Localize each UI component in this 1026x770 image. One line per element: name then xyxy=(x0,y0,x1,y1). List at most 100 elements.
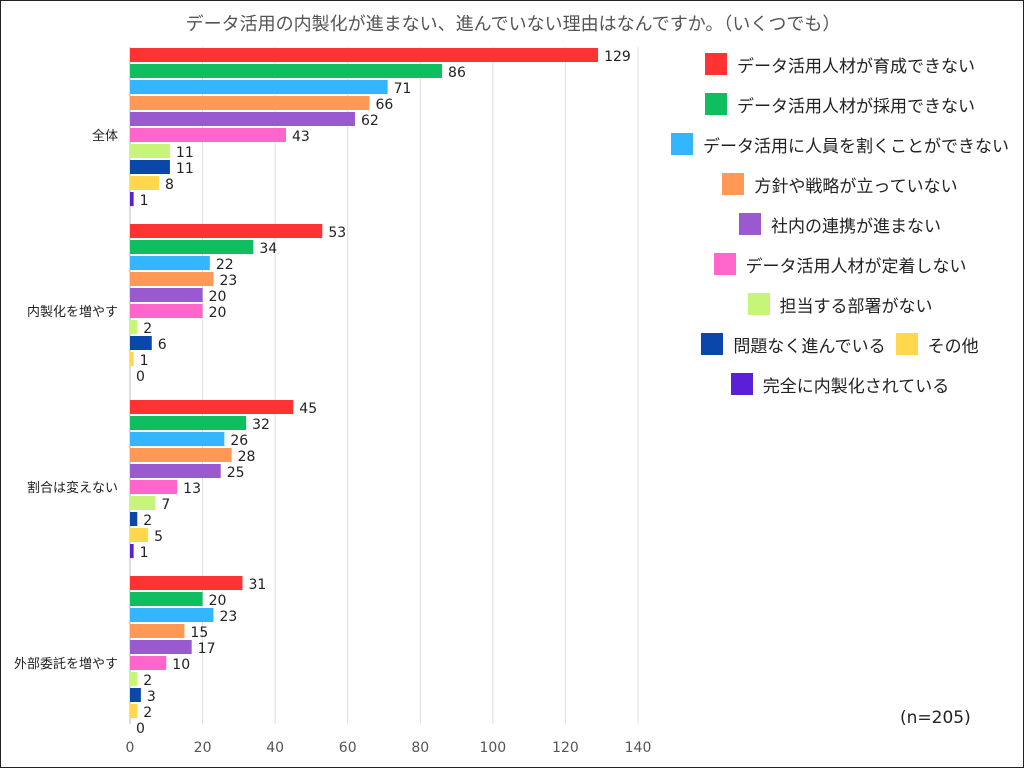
data-label: 31 xyxy=(248,577,266,593)
legend-label: 方針や戦略が立っていない xyxy=(754,176,958,197)
bar xyxy=(130,416,247,430)
category-label: 全体 xyxy=(92,128,118,144)
data-label: 26 xyxy=(230,433,248,449)
legend-swatch xyxy=(747,293,770,315)
bar xyxy=(130,544,134,558)
data-label: 86 xyxy=(448,65,466,81)
legend-swatch xyxy=(895,333,918,355)
data-label: 25 xyxy=(227,465,245,481)
data-label: 2 xyxy=(143,513,152,529)
x-tick-label: 0 xyxy=(126,740,135,756)
x-tick-label: 120 xyxy=(552,740,579,756)
legend-row: データ活用人材が採用できない xyxy=(655,84,1025,124)
bar xyxy=(130,400,294,414)
x-tick-label: 20 xyxy=(194,740,212,756)
legend-label: 問題なく進んでいる xyxy=(733,336,886,357)
bar xyxy=(130,464,221,478)
bar xyxy=(130,656,167,670)
data-label: 62 xyxy=(361,113,379,129)
category-label: 割合は変えない xyxy=(27,480,118,496)
data-label: 20 xyxy=(209,305,227,321)
legend-item: 担当する部署がない xyxy=(747,292,933,317)
bar xyxy=(130,112,355,126)
legend-swatch xyxy=(705,93,727,115)
bar xyxy=(130,672,138,686)
bar xyxy=(130,448,232,462)
bar xyxy=(130,144,170,158)
legend-label: 完全に内製化されている xyxy=(762,376,950,397)
data-label: 71 xyxy=(394,81,412,97)
legend-label: データ活用人材が採用できない xyxy=(737,96,975,117)
legend-item: データ活用人材が育成できない xyxy=(705,52,975,77)
data-label: 11 xyxy=(176,145,194,161)
legend-swatch xyxy=(722,173,745,195)
bar xyxy=(130,176,160,190)
legend-item: その他 xyxy=(895,332,979,357)
bar xyxy=(130,272,214,286)
bar xyxy=(130,576,243,590)
data-label: 15 xyxy=(190,625,208,641)
data-label: 23 xyxy=(219,273,237,289)
bar xyxy=(130,160,170,174)
legend-swatch xyxy=(701,333,724,355)
legend-label: データ活用人材が定着しない xyxy=(745,256,967,277)
bar xyxy=(130,528,149,542)
legend-label: 社内の連携が進まない xyxy=(771,216,941,237)
data-label: 20 xyxy=(209,593,227,609)
legend-row: 問題なく進んでいる その他 xyxy=(655,324,1025,364)
x-tick-label: 80 xyxy=(411,740,429,756)
bar xyxy=(130,96,370,110)
data-label: 13 xyxy=(183,481,201,497)
bar xyxy=(130,128,287,142)
legend-row: 担当する部署がない xyxy=(655,284,1025,324)
data-label: 8 xyxy=(165,177,174,193)
bar xyxy=(130,240,254,254)
legend-swatch xyxy=(730,373,753,395)
data-label: 5 xyxy=(154,529,163,545)
legend-item: データ活用人材が採用できない xyxy=(705,92,975,117)
data-label: 45 xyxy=(299,401,317,417)
data-label: 32 xyxy=(252,417,270,433)
data-label: 23 xyxy=(219,609,237,625)
bar xyxy=(130,320,138,334)
bar xyxy=(130,224,323,238)
x-tick-label: 140 xyxy=(625,740,652,756)
data-label: 3 xyxy=(147,689,156,705)
legend-item: データ活用に人員を割くことができない xyxy=(671,132,1009,157)
data-label: 43 xyxy=(292,129,310,145)
legend-row: データ活用人材が育成できない xyxy=(655,44,1025,84)
x-tick-label: 40 xyxy=(266,740,284,756)
legend-label: その他 xyxy=(927,336,979,357)
data-label: 11 xyxy=(176,161,194,177)
category-label: 内製化を増やす xyxy=(27,304,118,320)
data-label: 129 xyxy=(604,49,631,65)
bar xyxy=(130,304,203,318)
data-label: 1 xyxy=(140,545,149,561)
legend-label: データ活用に人員を割くことができない xyxy=(703,136,1009,157)
data-label: 6 xyxy=(158,337,167,353)
legend-label: 担当する部署がない xyxy=(779,296,933,317)
x-tick-label: 60 xyxy=(339,740,357,756)
bar xyxy=(130,352,134,366)
bar xyxy=(130,336,152,350)
x-tick-label: 100 xyxy=(479,740,506,756)
bar xyxy=(130,432,225,446)
data-label: 66 xyxy=(375,97,393,113)
data-label: 10 xyxy=(172,657,190,673)
bar xyxy=(130,688,141,702)
data-label: 28 xyxy=(238,449,256,465)
data-label: 0 xyxy=(136,721,145,737)
legend-swatch xyxy=(739,213,761,235)
legend-item: 問題なく進んでいる xyxy=(701,332,886,357)
bar xyxy=(130,640,192,654)
bar xyxy=(130,64,443,78)
bar xyxy=(130,608,214,622)
data-label: 17 xyxy=(198,641,216,657)
bar xyxy=(130,480,178,494)
data-label: 7 xyxy=(161,497,170,513)
legend-label: データ活用人材が育成できない xyxy=(737,56,975,77)
sample-size-note: (n=205) xyxy=(900,708,971,728)
legend-swatch xyxy=(705,53,727,75)
data-label: 53 xyxy=(328,225,346,241)
